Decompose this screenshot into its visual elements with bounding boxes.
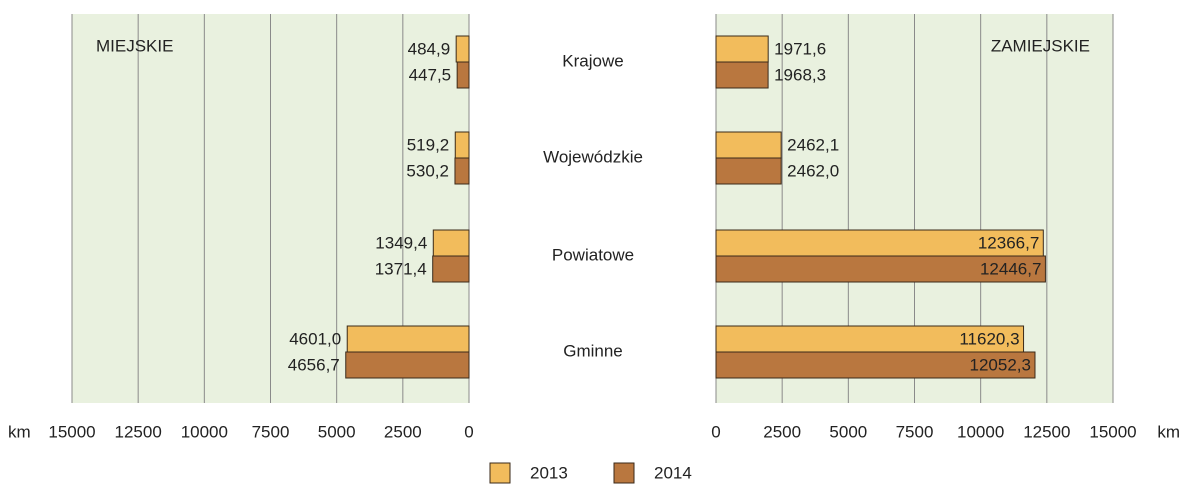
x-tick-label: 0 <box>464 422 473 441</box>
value-label: 1971,6 <box>774 39 826 58</box>
x-tick-label: 12500 <box>115 422 162 441</box>
value-label: 530,2 <box>406 161 449 180</box>
bar <box>715 351 1036 379</box>
legend-label: 2014 <box>654 463 692 482</box>
x-tick-label: 5000 <box>318 422 356 441</box>
bar <box>455 35 470 63</box>
bar <box>346 325 470 353</box>
x-tick-label: 7500 <box>896 422 934 441</box>
value-label: 12446,7 <box>980 259 1041 278</box>
x-tick-label: 2500 <box>384 422 422 441</box>
value-label: 11620,3 <box>959 329 1019 348</box>
bar <box>715 131 782 159</box>
x-tick-label: 2500 <box>763 422 801 441</box>
value-label: 12052,3 <box>970 355 1031 374</box>
value-label: 447,5 <box>409 65 452 84</box>
bar <box>715 61 769 89</box>
category-label: Krajowe <box>562 51 623 70</box>
bar <box>456 61 470 89</box>
panel-title: MIEJSKIE <box>96 36 173 55</box>
bar <box>715 229 1044 257</box>
value-label: 4656,7 <box>288 355 340 374</box>
bar <box>715 157 782 185</box>
x-tick-label: 5000 <box>829 422 867 441</box>
bar <box>454 131 470 159</box>
x-tick-label: 0 <box>711 422 720 441</box>
bar <box>715 35 769 63</box>
x-tick-label: 12500 <box>1023 422 1070 441</box>
legend-swatch <box>613 462 635 484</box>
value-label: 484,9 <box>408 39 451 58</box>
category-label: Gminne <box>563 341 623 360</box>
axis-unit: km <box>8 422 31 441</box>
x-tick-label: 7500 <box>252 422 290 441</box>
value-label: 2462,0 <box>787 161 839 180</box>
value-label: 1349,4 <box>375 233 427 252</box>
x-tick-label: 15000 <box>1089 422 1136 441</box>
category-label: Powiatowe <box>552 245 634 264</box>
category-label: Wojewódzkie <box>543 147 643 166</box>
value-label: 1968,3 <box>774 65 826 84</box>
bar <box>715 325 1025 353</box>
value-label: 1371,4 <box>375 259 427 278</box>
bar <box>345 351 470 379</box>
panel-title: ZAMIEJSKIE <box>991 36 1090 55</box>
bar <box>715 255 1046 283</box>
bar <box>454 157 470 185</box>
legend-swatch <box>489 462 511 484</box>
bar <box>432 229 470 257</box>
x-tick-label: 10000 <box>957 422 1004 441</box>
bar <box>432 255 470 283</box>
value-label: 519,2 <box>407 135 450 154</box>
value-label: 2462,1 <box>787 135 839 154</box>
legend-label: 2013 <box>530 463 568 482</box>
axis-unit: km <box>1157 422 1180 441</box>
value-label: 12366,7 <box>978 233 1039 252</box>
x-tick-label: 15000 <box>48 422 95 441</box>
x-tick-label: 10000 <box>181 422 228 441</box>
value-label: 4601,0 <box>289 329 341 348</box>
